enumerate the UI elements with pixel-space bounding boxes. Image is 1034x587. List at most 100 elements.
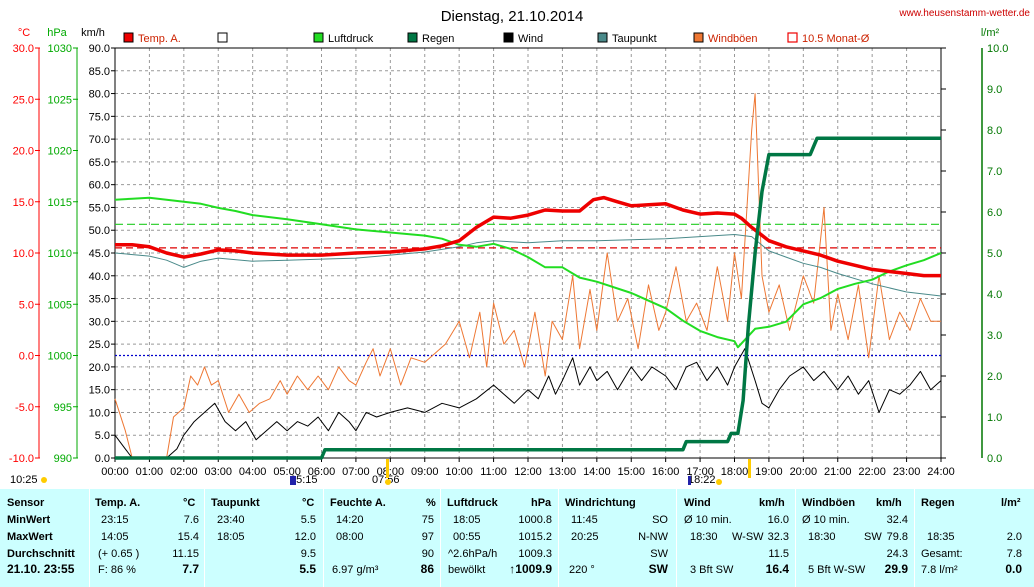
temp-max-value: 15.4 [177,531,199,543]
legend-label: Temp. A. [138,33,181,45]
wind-tick-label: 20.0 [89,362,110,374]
dew-min-time: 23:40 [217,514,245,526]
x-tick-label: 11:00 [480,466,507,478]
legend-swatch [217,32,228,43]
time-marker-label: 10:25 [10,474,38,486]
legend-swatch [503,32,514,43]
pressure-axis-unit: hPa [47,27,67,39]
chart-title: Dienstag, 21.10.2014 [441,8,584,25]
wind-avg-value: 11.5 [768,548,789,560]
dew-head: Taupunkt [211,497,260,509]
wind-axis-unit: km/h [81,27,105,39]
x-tick-label: 16:00 [652,466,680,478]
hum-avg-value: 90 [421,548,434,560]
separator [204,489,205,587]
time-marker-label: 18:22 [688,474,716,486]
temp-avg-note: (+ 0.65 ) [98,548,140,560]
col-humidity: Feuchte A. % 14:20 75 08:00 97 90 6.97 g… [324,489,439,587]
rain-tick-label: 5.0 [987,248,1002,260]
legend-swatch [787,32,798,43]
press-forecast: bewölkt [448,564,486,576]
rain-tick-label: 3.0 [987,330,1002,342]
rain-current: 0.0 [1005,562,1022,576]
wind-beaufort: 3 Bft SW [690,564,734,576]
wind-tick-label: 5.0 [95,430,110,442]
x-tick-label: 08:00 [377,466,405,478]
col-wind: Wind km/h Ø 10 min. 16.0 18:30 W-SW 32.3… [677,489,794,587]
rain-tick-label: 10.0 [987,43,1008,55]
legend-label: Windböen [708,33,758,45]
dew-max-value: 12.0 [294,531,316,543]
wind-head: Wind [684,497,711,509]
wind-tick-label: 80.0 [89,89,110,101]
weather-chart: Dienstag, 21.10.2014 www.heusenstamm-wett… [9,8,1031,486]
rain-max-value: 2.0 [1006,531,1022,543]
wdir-min-value: SO [652,514,668,526]
dew-avg-value: 9.5 [300,548,316,560]
wdir-avg-value: SW [650,548,668,560]
x-tick-label: 07:00 [342,466,370,478]
time-marker-label: 05:15 [290,474,318,486]
temp-avg-value: 11.15 [172,548,199,560]
pressure-tick-label: 990 [54,453,72,465]
row-label-avg: Durchschnitt [7,548,75,560]
x-tick-label: 18:00 [721,466,749,478]
x-tick-label: 23:00 [893,466,921,478]
col-winddir: Windrichtung 11:45 SO 20:25 N-NW SW 220 … [559,489,675,587]
dew-max-time: 18:05 [217,531,245,543]
temp-max-time: 14:05 [101,531,129,543]
marker-sunrise-icon [290,476,296,485]
x-tick-label: 06:00 [308,466,336,478]
wind-tick-label: 85.0 [89,66,110,78]
press-max-value: 1015.2 [518,531,552,543]
legend-label: Taupunkt [612,33,657,45]
legend-label: 10.5 Monat-Ø [802,33,870,45]
legend-swatch [597,32,608,43]
wind-max-value: 32.3 [767,531,789,543]
gust-current: 29.9 [884,562,908,576]
press-avg-value: 1009.3 [518,548,552,560]
separator [795,489,796,587]
current-datetime: 21.10. 23:55 [7,562,75,576]
hum-absolute: 6.97 g/m³ [332,564,379,576]
wind-tick-label: 35.0 [89,294,110,306]
series-temp-a [115,195,941,278]
col-dewpoint: Taupunkt °C 23:40 5.5 18:05 12.0 9.5 5.5 [205,489,322,587]
source-url: www.heusenstamm-wetter.de [898,8,1030,19]
temp-tick-label: -5.0 [15,402,34,414]
series-taupunkt [114,234,942,297]
wind-tick-label: 15.0 [89,385,110,397]
x-tick-label: 12:00 [514,466,542,478]
wind-avg10: Ø 10 min. [684,514,732,526]
temp-axis-unit: °C [18,27,30,39]
legend-swatch [407,32,418,43]
temp-tick-label: 20.0 [13,146,34,158]
hum-head: Feuchte A. [330,497,386,509]
temp-min-value: 7.6 [183,514,199,526]
rain-unit: l/m² [1001,497,1021,509]
temp-humidity-note: F: 86 % [98,564,136,576]
temp-tick-label: -10.0 [9,453,34,465]
temp-tick-label: 25.0 [13,94,34,106]
row-label-max: MaxWert [7,531,53,543]
gust-avg-value: 24.3 [886,548,908,560]
pressure-tick-label: 995 [54,402,72,414]
wind-tick-label: 75.0 [89,111,110,123]
wdir-current: SW [648,562,668,576]
wind-tick-label: 60.0 [89,180,110,192]
hum-max-time: 08:00 [336,531,364,543]
legend-swatch [123,32,134,43]
wind-tick-label: 0.0 [95,453,110,465]
x-tick-label: 13:00 [549,466,577,478]
wdir-min-time: 11:45 [571,514,598,526]
separator [914,489,915,587]
hum-unit: % [426,497,436,509]
wind-tick-label: 10.0 [89,407,110,419]
wind-tick-label: 30.0 [89,316,110,328]
x-tick-label: 21:00 [824,466,852,478]
series-regen [115,136,941,460]
wind-max-time: 18:30 [690,531,718,543]
temp-head: Temp. A. [95,497,141,509]
x-tick-label: 14:00 [583,466,611,478]
